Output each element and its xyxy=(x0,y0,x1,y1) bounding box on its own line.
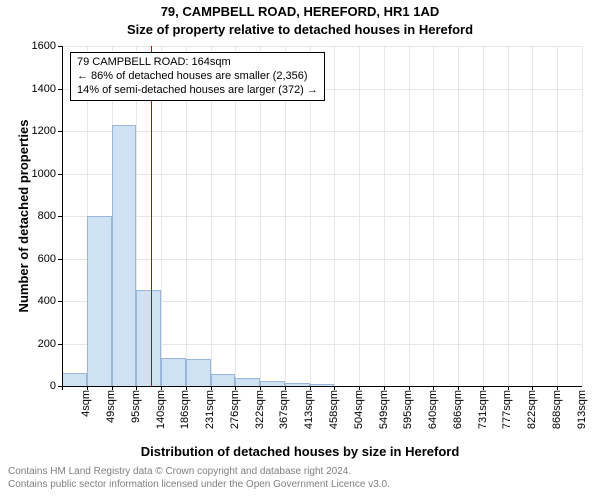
gridline-horizontal xyxy=(62,131,582,132)
gridline-vertical xyxy=(532,46,533,386)
gridline-vertical xyxy=(384,46,385,386)
x-tick-label: 4sqm xyxy=(80,390,92,440)
attribution-text: Contains HM Land Registry data © Crown c… xyxy=(8,466,390,491)
histogram-bar xyxy=(186,359,211,386)
gridline-vertical xyxy=(508,46,509,386)
x-tick-label: 231sqm xyxy=(204,390,216,440)
x-tick-label: 140sqm xyxy=(155,390,167,440)
x-tick-label: 95sqm xyxy=(130,390,142,440)
x-tick-label: 686sqm xyxy=(452,390,464,440)
gridline-vertical xyxy=(458,46,459,386)
gridline-horizontal xyxy=(62,174,582,175)
gridline-vertical xyxy=(359,46,360,386)
gridline-horizontal xyxy=(62,46,582,47)
x-tick-label: 49sqm xyxy=(105,390,117,440)
x-tick-label: 822sqm xyxy=(526,390,538,440)
x-tick-label: 868sqm xyxy=(551,390,563,440)
x-tick-label: 640sqm xyxy=(427,390,439,440)
x-tick-label: 322sqm xyxy=(254,390,266,440)
x-tick-label: 549sqm xyxy=(378,390,390,440)
attribution-line-2: Contains public sector information licen… xyxy=(8,479,390,492)
x-tick-label: 413sqm xyxy=(303,390,315,440)
x-axis-line xyxy=(62,386,582,387)
gridline-vertical xyxy=(582,46,583,386)
histogram-bar xyxy=(112,125,137,386)
x-tick-label: 913sqm xyxy=(576,390,588,440)
marker-callout-box: 79 CAMPBELL ROAD: 164sqm ← 86% of detach… xyxy=(70,52,325,101)
chart-title-line1: 79, CAMPBELL ROAD, HEREFORD, HR1 1AD xyxy=(0,4,600,19)
gridline-vertical xyxy=(433,46,434,386)
x-tick-label: 777sqm xyxy=(501,390,513,440)
gridline-vertical xyxy=(483,46,484,386)
histogram-bar xyxy=(87,216,112,386)
gridline-vertical xyxy=(334,46,335,386)
histogram-bar xyxy=(211,374,236,386)
callout-line-3: 14% of semi-detached houses are larger (… xyxy=(77,84,318,98)
gridline-vertical xyxy=(557,46,558,386)
gridline-vertical xyxy=(409,46,410,386)
x-axis-label: Distribution of detached houses by size … xyxy=(0,444,600,459)
x-tick-label: 504sqm xyxy=(353,390,365,440)
gridline-horizontal xyxy=(62,216,582,217)
attribution-line-1: Contains HM Land Registry data © Crown c… xyxy=(8,466,390,479)
histogram-bar xyxy=(161,358,186,386)
y-axis-line xyxy=(62,46,63,386)
histogram-bar xyxy=(62,373,87,386)
y-axis-label: Number of detached properties xyxy=(16,46,31,386)
x-tick-label: 458sqm xyxy=(328,390,340,440)
x-tick-label: 731sqm xyxy=(477,390,489,440)
x-tick-label: 186sqm xyxy=(179,390,191,440)
callout-line-1: 79 CAMPBELL ROAD: 164sqm xyxy=(77,56,318,70)
x-tick-label: 367sqm xyxy=(278,390,290,440)
chart-plot-area: 020040060080010001200140016004sqm49sqm95… xyxy=(62,46,582,386)
histogram-bar xyxy=(235,378,260,387)
x-tick-label: 276sqm xyxy=(229,390,241,440)
gridline-horizontal xyxy=(62,259,582,260)
histogram-bar xyxy=(136,290,161,386)
x-tick-label: 595sqm xyxy=(402,390,414,440)
chart-title-line2: Size of property relative to detached ho… xyxy=(0,22,600,37)
callout-line-2: ← 86% of detached houses are smaller (2,… xyxy=(77,70,318,84)
